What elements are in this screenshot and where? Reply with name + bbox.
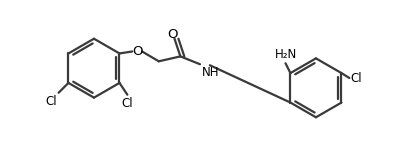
Text: Cl: Cl <box>45 95 57 108</box>
Text: O: O <box>132 45 143 58</box>
Text: O: O <box>167 28 178 41</box>
Text: NH: NH <box>202 66 220 79</box>
Text: Cl: Cl <box>122 97 133 110</box>
Text: H₂N: H₂N <box>275 48 296 61</box>
Text: Cl: Cl <box>350 71 362 85</box>
